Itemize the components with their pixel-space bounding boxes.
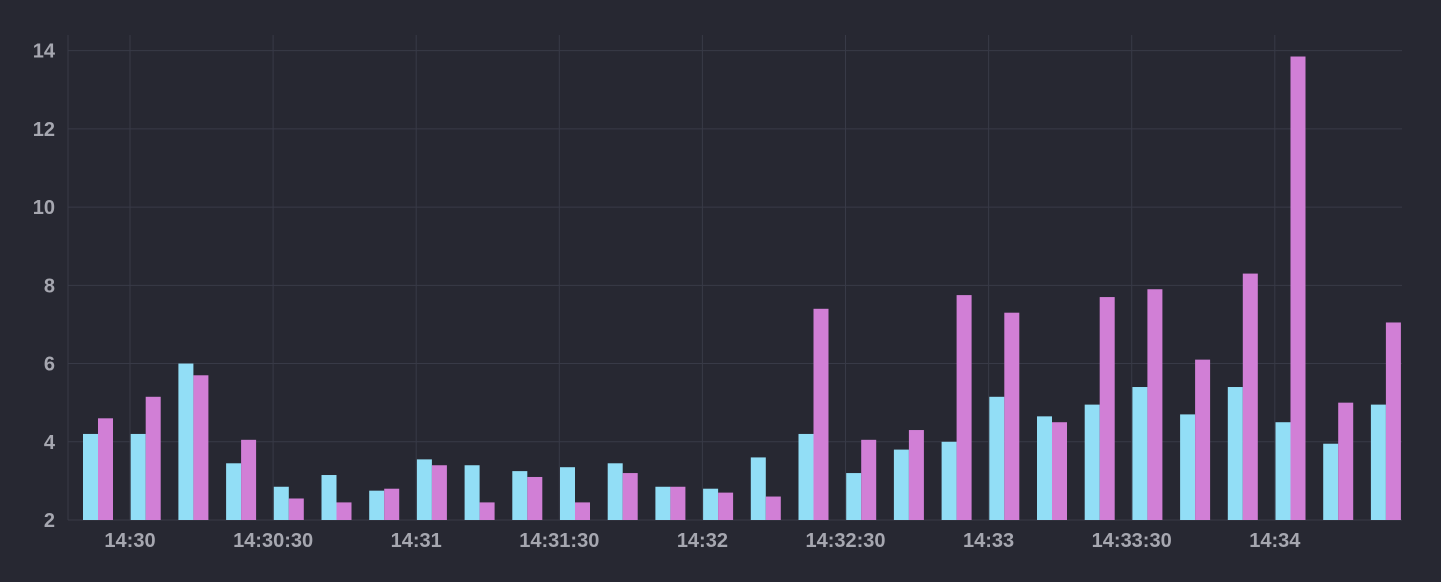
bar-series-1 — [607, 463, 623, 520]
bar-series-2 — [956, 295, 972, 520]
bar-series-2 — [718, 492, 734, 520]
y-tick-label: 6 — [44, 354, 55, 376]
x-tick-label: 14:31 — [391, 530, 442, 552]
bar-series-1 — [464, 465, 480, 520]
bar-series-2 — [1004, 312, 1020, 520]
bar-series-1 — [1370, 404, 1386, 520]
x-axis-ticks: 14:30 14:30:30 14:31 14:31:30 14:32 14:32:30 1… — [104, 530, 1301, 552]
bar-series-2 — [527, 476, 543, 520]
bar-series-2 — [1052, 422, 1067, 520]
y-tick-label: 14 — [33, 41, 56, 63]
y-tick-label: 10 — [33, 197, 55, 219]
bar-series-2 — [908, 430, 924, 520]
bar-series-2 — [479, 502, 495, 520]
bar-series-2 — [765, 496, 781, 520]
bar-series-1 — [226, 463, 242, 520]
bar-series-1 — [273, 486, 289, 520]
x-tick-label: 14:31:30 — [519, 530, 599, 552]
bar-series-2 — [670, 486, 686, 520]
bar-series-1 — [1037, 416, 1052, 520]
y-tick-label: 4 — [44, 432, 56, 454]
bar-series-1 — [846, 473, 862, 520]
bar-series-1 — [1180, 414, 1196, 520]
bar-series-1 — [178, 363, 194, 520]
bar-series-1 — [1275, 422, 1291, 520]
y-tick-label: 2 — [44, 510, 55, 532]
bar-series-2 — [813, 308, 829, 520]
bar-series-2 — [1147, 289, 1163, 520]
bar-series-2 — [575, 502, 590, 520]
bar-series-2 — [193, 375, 209, 520]
x-tick-label: 14:33 — [963, 530, 1014, 552]
bar-series-1 — [1227, 387, 1243, 520]
y-tick-label: 8 — [44, 275, 55, 297]
x-tick-label: 14:32 — [677, 530, 728, 552]
bar-series-2 — [1290, 56, 1306, 521]
bar-series-1 — [750, 457, 766, 520]
bar-series-2 — [861, 439, 877, 520]
bar-series-1 — [1084, 404, 1100, 520]
bar-series-1 — [703, 488, 719, 520]
y-tick-label: 12 — [33, 119, 55, 141]
grid-layer — [67, 35, 1402, 521]
bars-layer — [83, 56, 1401, 521]
bar-series-2 — [241, 439, 257, 520]
bar-series-2 — [1338, 402, 1354, 520]
bar-series-2 — [1195, 359, 1211, 520]
bar-series-1 — [416, 459, 432, 520]
bar-series-1 — [130, 433, 146, 520]
bar-series-2 — [145, 396, 161, 520]
bar-series-1 — [1132, 387, 1148, 520]
bar-series-2 — [384, 488, 400, 520]
bar-series-2 — [431, 465, 447, 520]
bar-series-1 — [512, 471, 528, 520]
bar-series-1 — [83, 433, 98, 520]
bar-series-2 — [98, 418, 113, 520]
bar-series-1 — [560, 467, 575, 520]
x-tick-label: 14:33:30 — [1092, 530, 1172, 552]
bar-series-1 — [798, 433, 814, 520]
bar-series-1 — [989, 396, 1005, 520]
bar-series-2 — [288, 498, 304, 520]
bar-series-2 — [1385, 322, 1401, 520]
bar-series-1 — [655, 486, 671, 520]
bar-series-2 — [1242, 273, 1258, 520]
bar-series-1 — [1323, 443, 1339, 520]
x-tick-label: 14:30 — [104, 530, 155, 552]
x-tick-label: 14:30:30 — [233, 530, 313, 552]
y-axis-ticks: 2 4 6 8 10 12 14 — [33, 41, 56, 532]
bar-series-2 — [336, 502, 352, 520]
bar-series-2 — [1099, 297, 1115, 520]
bar-series-1 — [369, 490, 385, 520]
bar-series-1 — [321, 475, 337, 520]
bar-series-1 — [941, 441, 957, 520]
bar-series-1 — [893, 449, 909, 520]
x-tick-label: 14:34 — [1249, 530, 1301, 552]
x-tick-label: 14:32:30 — [805, 530, 885, 552]
bar-series-2 — [622, 473, 638, 520]
